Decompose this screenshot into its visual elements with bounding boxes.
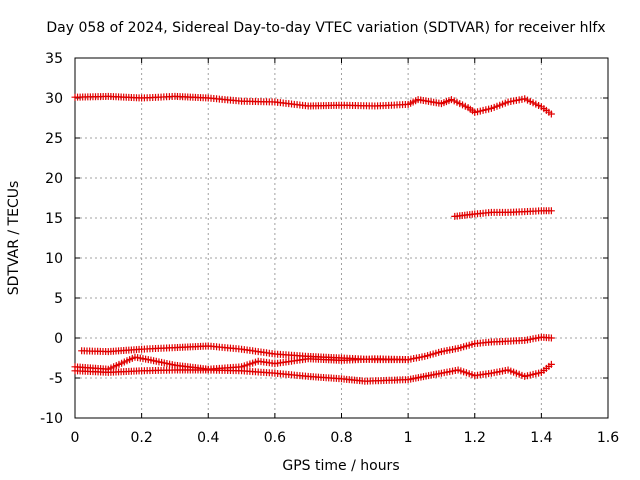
x-axis: 0 0.2 0.4 0.6 0.8 1 1.2 1.4 1.6 [71,58,619,446]
data-point-marker [547,360,555,368]
x-tick-label: 0.2 [130,430,152,446]
data-point-marker [547,110,555,118]
y-tick-label: 5 [54,291,63,307]
y-axis: -10 -5 0 5 10 15 20 25 30 35 [40,51,608,427]
y-tick-label: -10 [40,411,63,427]
data-points [71,92,555,385]
x-axis-label: GPS time / hours [282,458,399,474]
x-tick-label: 1.4 [530,430,552,446]
y-tick-label: 25 [45,131,63,147]
series-sat-a [71,92,555,118]
data-point-marker [547,207,555,215]
y-tick-label: 30 [45,91,63,107]
y-tick-label: 10 [45,251,63,267]
series-sat-e [71,360,555,385]
y-tick-label: 35 [45,51,63,67]
data-point-marker [404,356,412,364]
y-tick-label: -5 [49,371,63,387]
x-tick-label: 0.8 [330,430,352,446]
x-tick-label: 0.6 [264,430,286,446]
y-tick-label: 0 [54,331,63,347]
grid-lines [75,58,608,418]
x-tick-label: 0.4 [197,430,219,446]
x-tick-label: 0 [71,430,80,446]
x-tick-label: 1.6 [597,430,619,446]
x-tick-label: 1.2 [464,430,486,446]
data-point-marker [547,334,555,342]
y-tick-label: 15 [45,211,63,227]
x-tick-label: 1 [404,430,413,446]
chart-title: Day 058 of 2024, Sidereal Day-to-day VTE… [46,20,605,36]
series-sat-b [451,207,555,220]
y-tick-label: 20 [45,171,63,187]
y-axis-label: SDTVAR / TECUs [6,181,22,296]
